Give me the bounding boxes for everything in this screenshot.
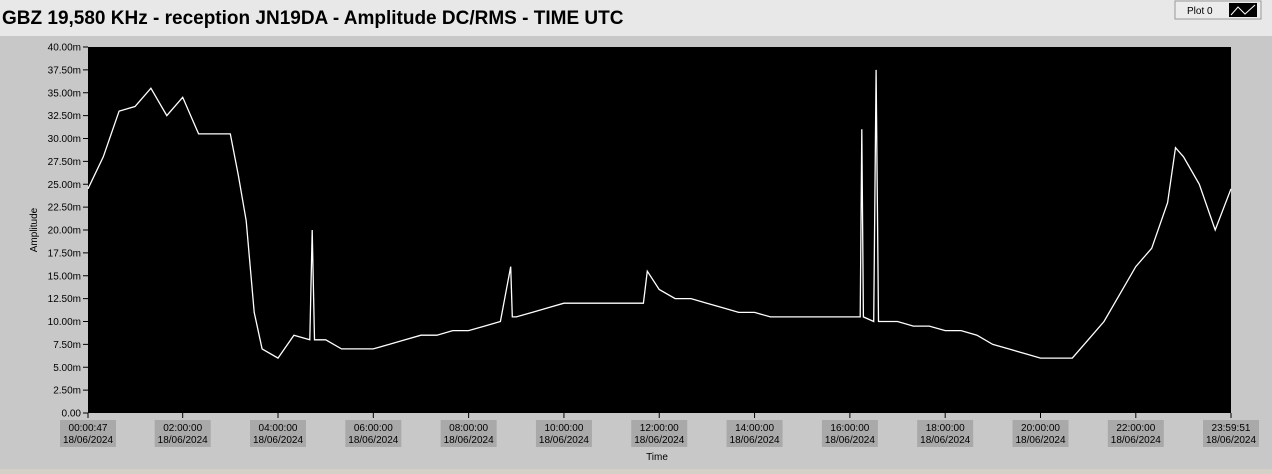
x-tick-label: 18/06/2024 [348,435,398,446]
x-tick-label: 18/06/2024 [444,435,494,446]
x-tick-label: 20:00:00 [1021,423,1060,434]
x-tick-label: 18/06/2024 [920,435,970,446]
y-tick-label: 40.00m [48,43,81,54]
x-tick-bg [821,420,878,447]
y-tick-label: 35.00m [48,88,81,99]
x-tick-label: 18/06/2024 [634,435,684,446]
x-tick-bg [726,420,783,447]
legend-line [1230,4,1256,16]
x-tick-label: 18/06/2024 [730,435,780,446]
legend-label: Plot 0 [1187,6,1213,17]
y-tick-label: 15.00m [48,271,81,282]
x-tick-label: 10:00:00 [544,423,583,434]
x-axis-label: Time [646,452,668,463]
x-tick-bg [1107,420,1164,447]
y-tick-label: 20.00m [48,226,81,237]
x-tick-label: 06:00:00 [354,423,393,434]
x-tick-label: 02:00:00 [163,423,202,434]
y-tick-label: 10.00m [48,317,81,328]
y-tick-label: 22.50m [48,203,81,214]
chart-title: GBZ 19,580 KHz - reception JN19DA - Ampl… [2,8,624,29]
y-tick-label: 27.50m [48,157,81,168]
x-tick-bg [917,420,974,447]
y-tick-label: 37.50m [48,65,81,76]
x-tick-label: 18/06/2024 [63,435,113,446]
x-tick-label: 04:00:00 [259,423,298,434]
series-line [87,69,1232,359]
x-tick-bg [1203,420,1259,447]
y-axis-label: Amplitude [29,207,40,252]
x-tick-label: 18/06/2024 [1015,435,1065,446]
x-tick-bg [535,420,592,447]
x-tick-label: 16:00:00 [830,423,869,434]
y-tick-label: 0.00 [62,409,82,420]
x-tick-label: 18/06/2024 [1111,435,1161,446]
x-tick-bg [154,420,211,447]
x-tick-bg [1012,420,1069,447]
x-tick-label: 18/06/2024 [825,435,875,446]
x-tick-bg [345,420,402,447]
y-tick-label: 32.50m [48,111,81,122]
x-tick-bg [60,420,116,447]
y-tick-label: 30.00m [48,134,81,145]
y-tick-label: 12.50m [48,294,81,305]
x-tick-label: 18:00:00 [926,423,965,434]
y-tick-label: 25.00m [48,180,81,191]
x-tick-label: 23:59:51 [1212,423,1251,434]
y-tick-label: 17.50m [48,248,81,259]
x-tick-bg [250,420,307,447]
x-tick-label: 14:00:00 [735,423,774,434]
x-tick-label: 18/06/2024 [1206,435,1256,446]
x-tick-label: 08:00:00 [449,423,488,434]
title-bar [0,0,1272,36]
y-tick-label: 7.50m [53,340,81,351]
x-tick-label: 18/06/2024 [539,435,589,446]
x-tick-label: 18/06/2024 [158,435,208,446]
x-tick-label: 12:00:00 [640,423,679,434]
y-tick-label: 5.00m [53,363,81,374]
x-tick-label: 18/06/2024 [253,435,303,446]
x-tick-bg [631,420,688,447]
plot-area [88,47,1231,413]
legend-swatch [1229,3,1257,17]
y-tick-label: 2.50m [53,386,81,397]
x-tick-label: 00:00:47 [69,423,108,434]
x-tick-bg [440,420,497,447]
x-tick-label: 22:00:00 [1116,423,1155,434]
